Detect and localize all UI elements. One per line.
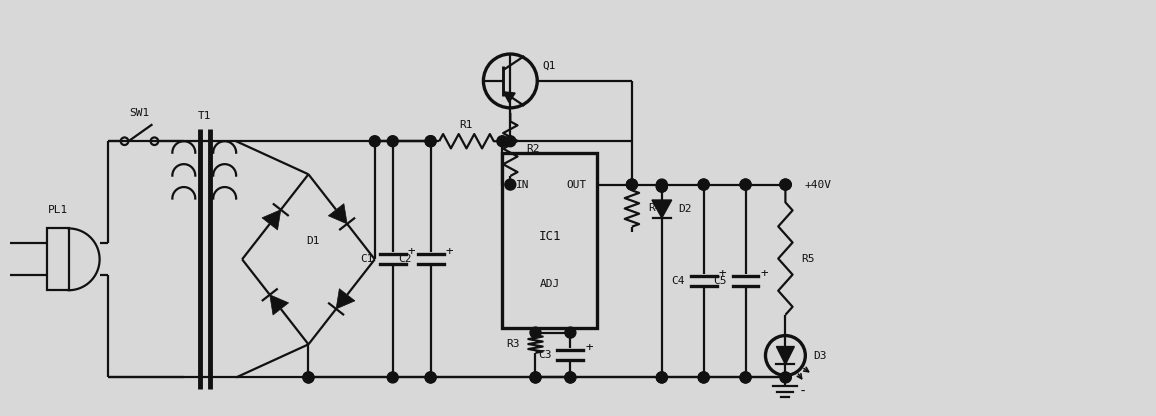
- Polygon shape: [652, 200, 672, 218]
- Polygon shape: [269, 295, 289, 315]
- Polygon shape: [336, 289, 355, 309]
- Circle shape: [780, 372, 791, 383]
- Text: C3: C3: [538, 350, 551, 360]
- Circle shape: [425, 372, 436, 383]
- Circle shape: [565, 372, 576, 383]
- Text: SW1: SW1: [129, 108, 149, 118]
- Text: ADJ: ADJ: [540, 279, 560, 289]
- Circle shape: [740, 372, 751, 383]
- Circle shape: [303, 372, 314, 383]
- Circle shape: [657, 181, 667, 192]
- Circle shape: [497, 136, 507, 147]
- Text: D3: D3: [814, 351, 827, 361]
- Polygon shape: [262, 210, 281, 230]
- Text: Q1: Q1: [542, 61, 556, 71]
- Polygon shape: [328, 204, 347, 224]
- Circle shape: [657, 372, 667, 383]
- Text: R2: R2: [526, 144, 540, 154]
- Bar: [503, 153, 596, 327]
- Text: +: +: [761, 267, 769, 280]
- Circle shape: [565, 372, 576, 383]
- Circle shape: [369, 136, 380, 147]
- Text: D1: D1: [306, 236, 320, 246]
- Circle shape: [627, 179, 637, 190]
- Text: R4: R4: [647, 203, 661, 213]
- Circle shape: [780, 179, 791, 190]
- Text: +: +: [446, 245, 453, 258]
- Text: C2: C2: [398, 254, 412, 264]
- Circle shape: [698, 372, 709, 383]
- Circle shape: [505, 136, 516, 147]
- Text: +: +: [719, 267, 726, 280]
- Circle shape: [529, 372, 541, 383]
- Text: -: -: [799, 384, 807, 399]
- Polygon shape: [503, 92, 516, 102]
- Text: R3: R3: [506, 339, 519, 349]
- Text: +40V: +40V: [805, 180, 831, 190]
- Circle shape: [740, 179, 751, 190]
- Circle shape: [657, 372, 667, 383]
- Text: T1: T1: [198, 111, 212, 121]
- Text: IN: IN: [517, 180, 529, 190]
- Circle shape: [387, 136, 398, 147]
- Circle shape: [657, 179, 667, 190]
- Text: D2: D2: [677, 204, 691, 214]
- Circle shape: [627, 179, 637, 190]
- Circle shape: [425, 136, 436, 147]
- Circle shape: [698, 372, 709, 383]
- Circle shape: [698, 179, 709, 190]
- Circle shape: [425, 372, 436, 383]
- Circle shape: [780, 179, 791, 190]
- Circle shape: [740, 179, 751, 190]
- Circle shape: [387, 372, 398, 383]
- Text: R5: R5: [801, 254, 815, 264]
- Text: C5: C5: [713, 276, 727, 286]
- Circle shape: [740, 372, 751, 383]
- Polygon shape: [777, 347, 794, 364]
- Circle shape: [505, 179, 516, 190]
- Circle shape: [303, 372, 314, 383]
- Circle shape: [529, 372, 541, 383]
- Text: IC1: IC1: [539, 230, 561, 243]
- Text: C1: C1: [361, 254, 373, 264]
- Text: OUT: OUT: [566, 180, 586, 190]
- Text: PL1: PL1: [47, 206, 68, 215]
- Circle shape: [565, 327, 576, 338]
- Circle shape: [657, 181, 667, 192]
- Text: +: +: [408, 245, 415, 258]
- Circle shape: [698, 179, 709, 190]
- Text: +: +: [586, 341, 593, 354]
- Circle shape: [425, 136, 436, 147]
- Text: R1: R1: [460, 120, 473, 130]
- Text: C4: C4: [672, 276, 684, 286]
- Circle shape: [529, 327, 541, 338]
